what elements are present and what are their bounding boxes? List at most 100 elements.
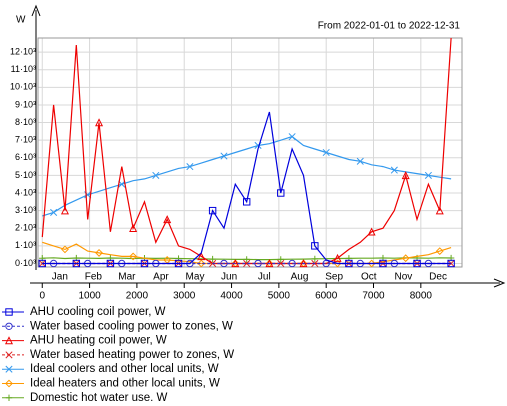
marker <box>152 171 160 179</box>
legend-label: Domestic hot water use, W <box>30 392 168 401</box>
month-label: Feb <box>85 272 103 283</box>
subtitle: From 2022-01-01 to 2022-12-31 <box>318 21 461 32</box>
legend-label: Water based cooling power to zones, W <box>30 320 233 332</box>
marker <box>61 245 69 254</box>
marker <box>140 259 149 268</box>
marker <box>243 256 250 263</box>
legend-label: AHU cooling coil power, W <box>30 306 166 318</box>
y-tick-label: 1·10³ <box>15 240 36 250</box>
marker <box>174 259 183 268</box>
x-tick-label: 0 <box>39 291 45 302</box>
marker <box>254 259 262 268</box>
marker <box>435 206 444 215</box>
marker <box>5 365 13 373</box>
x-tick-label: 8000 <box>410 291 433 302</box>
y-tick-label: 9·10³ <box>15 99 36 109</box>
series-line <box>41 37 452 265</box>
marker <box>5 322 13 330</box>
marker <box>424 171 432 179</box>
month-label: Oct <box>361 272 377 283</box>
marker <box>220 152 228 160</box>
marker <box>288 259 296 268</box>
x-tick-label: 2000 <box>126 291 149 302</box>
marker <box>186 163 194 171</box>
marker <box>5 308 13 316</box>
marker <box>367 227 376 236</box>
marker <box>311 242 319 250</box>
y-tick-label: 3·10³ <box>15 205 36 215</box>
y-tick-label: 12·10³ <box>10 46 36 56</box>
marker <box>401 254 410 263</box>
marker <box>208 206 217 215</box>
marker <box>95 118 104 127</box>
y-tick-label: 2·10³ <box>15 223 36 233</box>
y-tick-label: 5·10³ <box>15 170 36 180</box>
y-tick-label: 0·10³ <box>15 258 36 268</box>
y-tick-label: 11·10³ <box>11 64 36 74</box>
marker <box>197 259 206 268</box>
legend-label: Ideal coolers and other local units, W <box>30 363 219 375</box>
marker <box>5 351 13 359</box>
y-tick-label: 10·10³ <box>10 82 36 92</box>
month-label: Apr <box>153 272 169 283</box>
marker <box>288 133 296 141</box>
y-axis-arrow <box>31 4 41 17</box>
marker <box>447 259 455 268</box>
marker <box>50 208 58 216</box>
month-label: Jul <box>258 272 271 283</box>
y-axis-label: W <box>16 15 26 26</box>
marker <box>220 259 228 268</box>
marker <box>322 148 330 157</box>
plot-frame <box>37 37 463 268</box>
marker <box>106 259 115 268</box>
x-tick-label: 7000 <box>362 291 385 302</box>
x-tick-label: 3000 <box>173 291 196 302</box>
marker <box>95 249 103 257</box>
marker <box>129 252 138 261</box>
y-tick-label: 4·10³ <box>15 187 36 197</box>
marker <box>72 259 81 268</box>
marker <box>435 247 444 256</box>
month-label: Jan <box>52 272 68 283</box>
marker <box>356 157 364 165</box>
month-label: Jun <box>221 272 237 283</box>
marker <box>38 259 46 268</box>
y-tick-label: 7·10³ <box>15 135 36 145</box>
marker <box>333 253 342 262</box>
marker <box>390 166 398 174</box>
marker <box>413 259 421 268</box>
marker <box>447 259 455 268</box>
series-line <box>42 135 452 217</box>
x-tick-label: 5000 <box>268 291 291 302</box>
y-tick-label: 6·10³ <box>15 152 36 162</box>
marker <box>242 198 251 206</box>
month-label: Sep <box>325 272 343 283</box>
marker <box>277 189 285 197</box>
month-label: Mar <box>118 272 136 283</box>
series-line <box>42 111 452 265</box>
marker <box>38 259 46 268</box>
y-tick-label: 8·10³ <box>15 117 36 127</box>
month-label: May <box>186 272 205 283</box>
marker <box>401 171 410 180</box>
month-label: Aug <box>291 272 309 283</box>
marker <box>129 223 138 232</box>
x-tick-label: 4000 <box>220 291 243 302</box>
legend-label: Ideal heaters and other local units, W <box>30 378 220 390</box>
month-label: Nov <box>395 272 413 283</box>
marker <box>367 259 376 268</box>
marker <box>209 255 216 263</box>
legend-label: AHU heating coil power, W <box>30 335 167 347</box>
marker <box>5 379 13 388</box>
marker <box>163 215 172 224</box>
marker <box>4 336 14 345</box>
legend: AHU cooling coil power, W Water based coo… <box>2 306 234 404</box>
marker <box>5 394 13 401</box>
month-label: Dec <box>429 272 447 283</box>
marker <box>60 206 69 215</box>
marker <box>197 252 206 261</box>
x-tick-label: 1000 <box>78 291 101 302</box>
marker <box>311 255 319 263</box>
marker <box>345 259 353 268</box>
